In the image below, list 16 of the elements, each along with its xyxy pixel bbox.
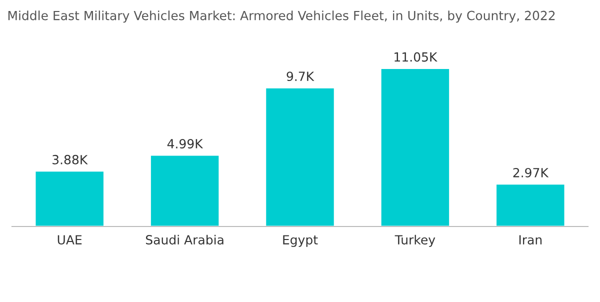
bar (380, 68, 450, 226)
bar (495, 183, 566, 226)
bar (34, 170, 105, 226)
x-tick-label: Iran (519, 235, 542, 245)
x-tick-label: Saudi Arabia (146, 234, 224, 245)
data-label: 11.05K (394, 52, 438, 62)
data-label: 4.99K (167, 139, 204, 148)
chart-title: Middle East Military Vehicles Market: Armored Vehicles Fleet, in Units, by Country, 2022 (8, 10, 555, 23)
bar (264, 86, 336, 226)
data-label: 9.7K (286, 72, 314, 82)
data-label: 2.97K (513, 168, 549, 178)
x-tick-label: Turkey (394, 234, 436, 247)
x-tick-label: UAE (58, 235, 82, 245)
x-tick-label: Egypt (283, 235, 318, 247)
data-label: 3.88K (52, 154, 88, 164)
bar (150, 154, 220, 226)
